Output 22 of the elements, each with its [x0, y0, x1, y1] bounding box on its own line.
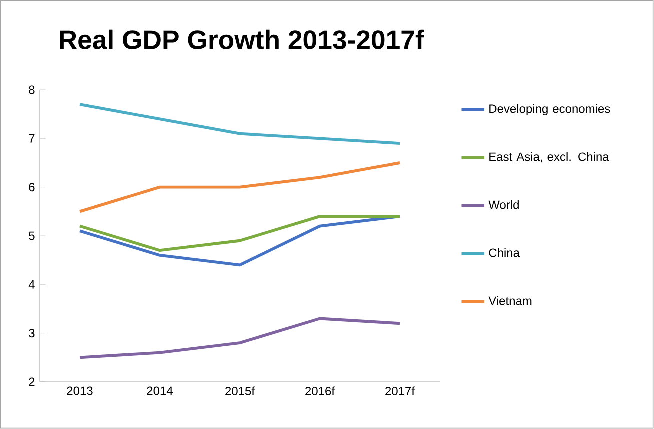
- legend-label: China: [489, 248, 520, 258]
- line-series: [78, 215, 402, 252]
- x-tick-label: 2013: [67, 386, 93, 396]
- y-tick-label: 5: [29, 232, 35, 240]
- legend-label: East Asia, excl. China: [490, 152, 610, 163]
- legend-label: Developing economies: [490, 104, 610, 116]
- line-series: [78, 103, 402, 146]
- y-tick-label: 2: [29, 378, 35, 386]
- chart-title: Real GDP Growth 2013-2017f: [60, 30, 424, 50]
- x-tick-label: 2016f: [306, 386, 336, 396]
- x-tick-label: 2015f: [226, 386, 256, 396]
- y-tick-label: 3: [29, 329, 35, 338]
- x-tick-label: 2014: [147, 386, 173, 396]
- y-tick-label: 8: [29, 86, 35, 94]
- x-tick-label: 2017f: [386, 386, 416, 396]
- line-series: [78, 162, 402, 214]
- line-series: [78, 317, 402, 360]
- y-tick-label: 7: [29, 134, 35, 143]
- legend-label: World: [488, 200, 519, 210]
- legend-label: Vietnam: [488, 296, 532, 306]
- y-tick-label: 4: [28, 280, 35, 289]
- y-tick-label: 6: [29, 183, 35, 192]
